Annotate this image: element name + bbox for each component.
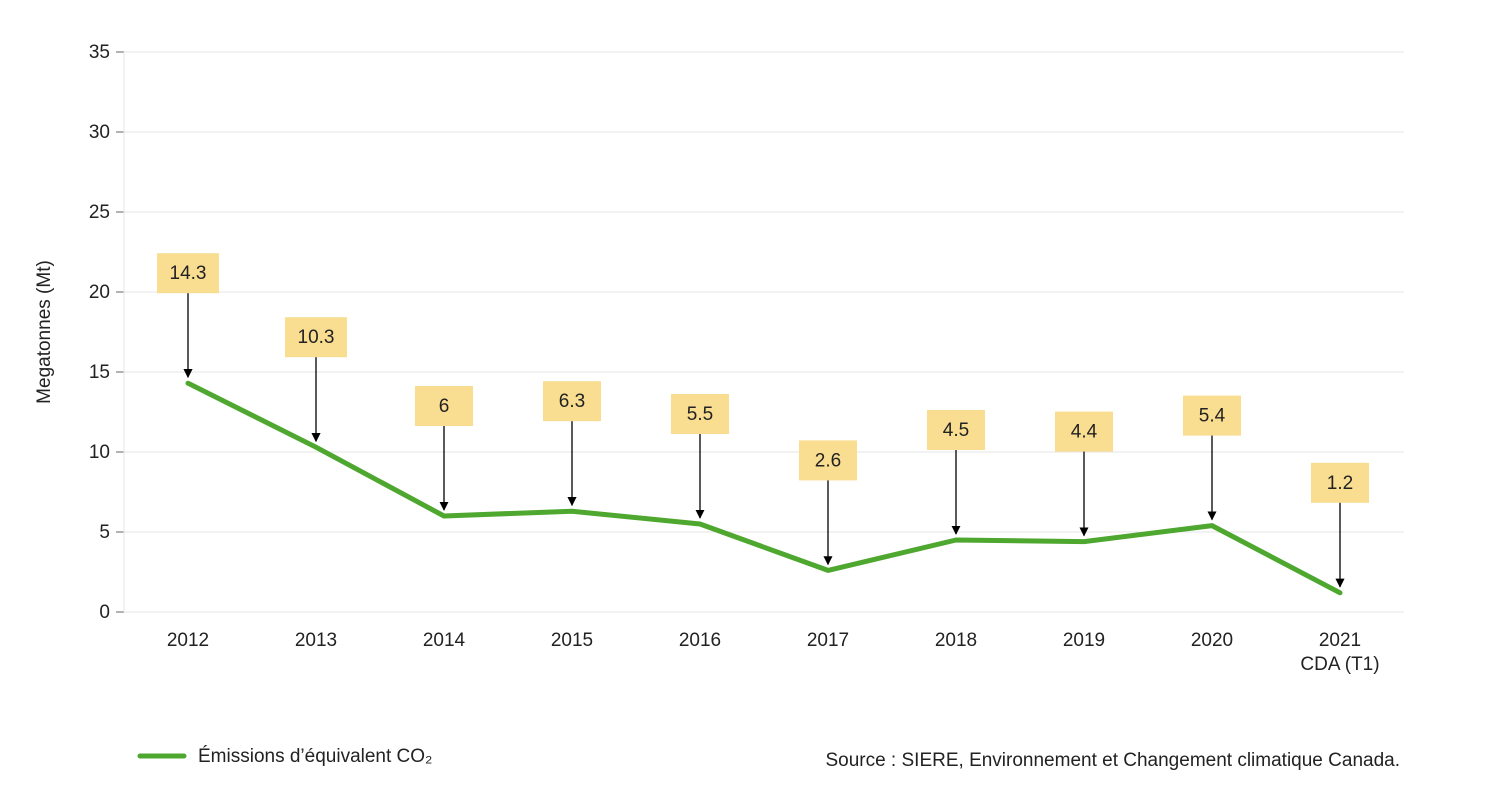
- ytick-label: 30: [89, 122, 110, 143]
- value-callout-text: 1.2: [1327, 473, 1353, 494]
- y-axis-title: Megatonnes (Mt): [34, 260, 55, 404]
- ytick-label: 5: [99, 522, 110, 543]
- value-callout-text: 2.6: [815, 450, 841, 471]
- chart-svg: 0 5 10 15 20 25 30 35 Megatonnes (Mt) 2012 2013 201…: [0, 0, 1500, 810]
- xtick-label: 2019: [1063, 630, 1105, 651]
- value-callout-text: 6.3: [559, 391, 585, 412]
- xtick-label: 2016: [679, 630, 721, 651]
- xtick-label: CDA (T1): [1300, 654, 1379, 675]
- ytick-label: 25: [89, 202, 110, 223]
- xtick-label: 2014: [423, 630, 466, 651]
- ytick-label: 20: [89, 282, 110, 303]
- xtick-label: 2020: [1191, 630, 1233, 651]
- ytick-label: 15: [89, 362, 110, 383]
- xtick-label: 2018: [935, 630, 977, 651]
- source-text: Source : SIERE, Environnement et Changem…: [825, 750, 1400, 771]
- ytick-label: 10: [89, 442, 110, 463]
- emissions-line-chart: 0 5 10 15 20 25 30 35 Megatonnes (Mt) 2012 2013 201…: [0, 0, 1500, 810]
- legend-label: Émissions d’équivalent CO₂: [198, 746, 432, 767]
- xtick-label: 2021: [1319, 630, 1361, 651]
- value-callout-text: 6: [439, 396, 450, 417]
- value-callout-text: 4.5: [943, 420, 969, 441]
- xtick-label: 2017: [807, 630, 849, 651]
- xtick-label: 2013: [295, 630, 337, 651]
- ytick-label: 35: [89, 42, 110, 63]
- value-callout-text: 5.5: [687, 404, 713, 425]
- value-callout-text: 10.3: [298, 327, 335, 348]
- chart-bg: [0, 0, 1500, 810]
- xtick-label: 2015: [551, 630, 593, 651]
- value-callout-text: 4.4: [1071, 422, 1098, 443]
- value-callout-text: 14.3: [170, 263, 207, 284]
- ytick-label: 0: [99, 602, 110, 623]
- xtick-label: 2012: [167, 630, 209, 651]
- value-callout-text: 5.4: [1199, 406, 1226, 427]
